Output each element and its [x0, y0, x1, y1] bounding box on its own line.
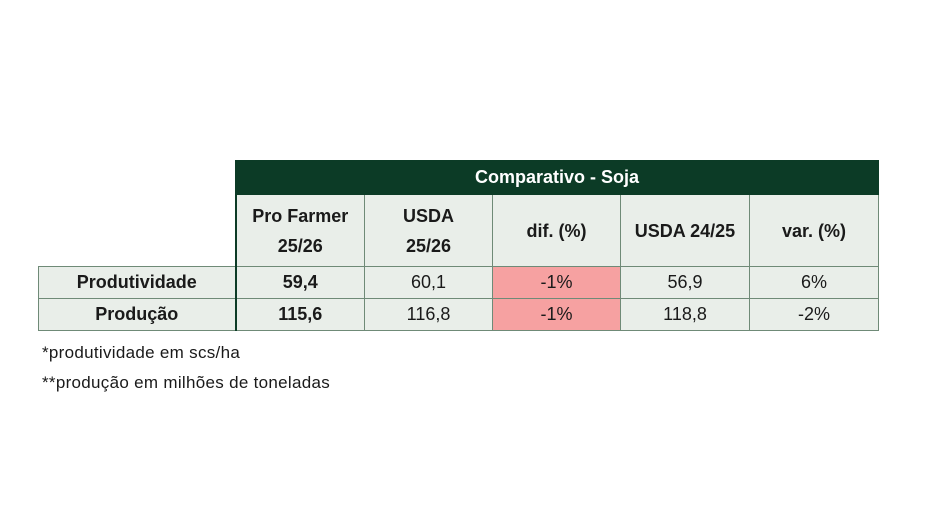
cell-pro-farmer: 115,6 — [234, 298, 365, 331]
blank-header-cell — [38, 194, 236, 267]
header-var: var. (%) — [749, 194, 879, 267]
footnotes: *produtividade em scs/ha **produção em m… — [42, 338, 330, 398]
table-row-produtividade: Produtividade 59,4 60,1 -1% 56,9 6% — [38, 266, 879, 299]
header-pro-farmer: Pro Farmer 25/26 — [234, 194, 365, 267]
table-row-producao: Produção 115,6 116,8 -1% 118,8 -2% — [38, 298, 879, 331]
cell-var: 6% — [749, 266, 879, 299]
footnote-production: **produção em milhões de toneladas — [42, 373, 331, 392]
row-label: Produtividade — [38, 266, 236, 299]
cell-usda-25-26: 116,8 — [364, 298, 493, 331]
title-row: Comparativo - Soja — [38, 160, 879, 195]
row-label: Produção — [38, 298, 236, 331]
comparison-table: Comparativo - Soja Pro Farmer 25/26 USDA… — [38, 160, 879, 331]
cell-usda-24-25: 56,9 — [620, 266, 750, 299]
header-line1: Pro Farmer — [252, 205, 349, 226]
header-dif: dif. (%) — [492, 194, 621, 267]
table-title: Comparativo - Soja — [235, 160, 879, 195]
header-usda-25-26: USDA 25/26 — [364, 194, 493, 267]
cell-dif: -1% — [492, 266, 621, 299]
comparison-table-container: Comparativo - Soja Pro Farmer 25/26 USDA… — [38, 160, 879, 331]
blank-corner-cell — [38, 160, 236, 195]
cell-pro-farmer: 59,4 — [234, 266, 365, 299]
header-line1: USDA — [402, 205, 454, 226]
cell-var: -2% — [749, 298, 879, 331]
header-line2: 25/26 — [405, 235, 452, 256]
header-row: Pro Farmer 25/26 USDA 25/26 dif. (%) USD… — [38, 194, 879, 267]
header-line2: 25/26 — [277, 235, 323, 256]
cell-usda-25-26: 60,1 — [364, 266, 493, 299]
cell-usda-24-25: 118,8 — [620, 298, 750, 331]
header-usda-24-25: USDA 24/25 — [620, 194, 750, 267]
footnote-productivity: *produtividade em scs/ha — [42, 343, 241, 362]
cell-dif: -1% — [492, 298, 621, 331]
